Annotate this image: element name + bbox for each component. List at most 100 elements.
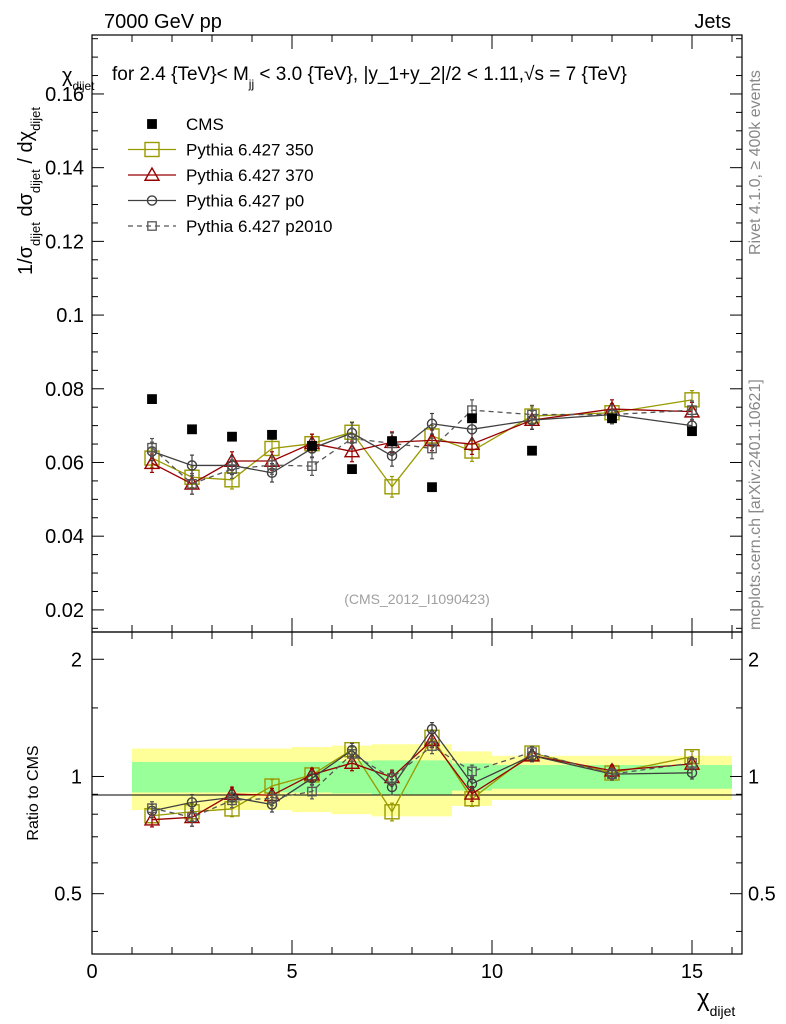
x-axis-symbol: χ xyxy=(697,985,710,1012)
x-axis-label: χdijet xyxy=(697,985,735,1019)
main-point xyxy=(466,424,478,435)
ratio-band-inner xyxy=(172,761,212,793)
main-point xyxy=(426,418,438,430)
cms-data-point xyxy=(307,440,317,451)
ylabel-part-1: 1/σ xyxy=(15,245,37,275)
ratio-point xyxy=(347,749,357,759)
main-series-group xyxy=(143,390,701,498)
ratio-line xyxy=(151,728,693,812)
main-point xyxy=(343,443,361,458)
legend-marker xyxy=(147,221,157,231)
legend-label: Pythia 6.427 350 xyxy=(186,141,314,160)
main-point xyxy=(527,409,537,420)
legend-label: Pythia 6.427 p2010 xyxy=(186,217,333,236)
main-y-tick-label: 0.06 xyxy=(45,452,84,474)
main-point xyxy=(384,479,400,495)
chi-corner-symbol: χ xyxy=(62,65,73,87)
main-line xyxy=(151,413,693,474)
ratio-point xyxy=(306,773,318,784)
chi-corner-subscript: dijet xyxy=(73,79,96,93)
cms-data-point xyxy=(147,394,157,404)
x-tick-label: 10 xyxy=(481,961,503,983)
ratio-y-axis-label: Ratio to CMS xyxy=(25,745,42,840)
x-tick-label: 15 xyxy=(681,961,703,983)
plot-title: for 2.4 {TeV}< Mjj < 3.0 {TeV}, |y_1+y_2… xyxy=(112,64,627,91)
collision-title: 7000 GeV pp xyxy=(104,11,222,33)
legend-marker xyxy=(146,195,158,206)
ratio-y-tick-label: 2 xyxy=(71,649,82,671)
ratio-point xyxy=(343,754,361,770)
ylabel-sub-1: dijet xyxy=(28,222,43,246)
main-point xyxy=(427,443,437,454)
plot-title-cuts: < 3.0 {TeV}, |y_1+y_2|/2 < 1.11, xyxy=(254,64,524,85)
legend-label-cms: CMS xyxy=(186,115,224,134)
ratio-y-tick-label: 0.5 xyxy=(54,884,82,906)
ylabel-part-3: / dχ xyxy=(15,130,37,169)
ratio-point xyxy=(187,812,197,823)
ylabel-part-2: dσ xyxy=(15,192,37,222)
rivet-version-label: Rivet 4.1.0, ≥ 400k events xyxy=(747,70,764,255)
main-point xyxy=(143,454,161,470)
ratio-point xyxy=(427,741,437,751)
ratio-y-tick-label-right: 1 xyxy=(748,766,759,788)
legend: CMS Pythia 6.427 350 Pythia 6.427 370 Pythi… xyxy=(128,115,333,236)
analysis-watermark: (CMS_2012_I1090423) xyxy=(344,591,490,607)
legend-label: Pythia 6.427 p0 xyxy=(186,192,304,211)
ratio-band-inner xyxy=(412,760,452,795)
chi-corner-label: χdijet xyxy=(62,65,95,93)
ratio-series-group xyxy=(143,722,701,828)
plot-title-energy: √s = 7 {TeV} xyxy=(524,64,627,85)
main-point xyxy=(463,435,481,451)
main-point xyxy=(687,405,697,416)
legend-marker-cms xyxy=(147,119,157,129)
ratio-point xyxy=(307,786,317,797)
legend-label: Pythia 6.427 370 xyxy=(186,166,314,185)
legend-marker xyxy=(144,141,160,158)
cms-data-point xyxy=(687,426,697,437)
ratio-point xyxy=(267,793,277,804)
main-point xyxy=(147,442,157,453)
cms-data-point xyxy=(527,445,537,456)
x-tick-label: 0 xyxy=(86,961,97,983)
x-axis-subscript: dijet xyxy=(710,1003,736,1019)
ratio-y-tick-label: 1 xyxy=(71,766,82,788)
cms-data-point xyxy=(467,413,477,424)
mcplots-label: mcplots.cern.ch [arXiv:2401.10621] xyxy=(747,379,764,630)
cms-data-points xyxy=(147,394,697,493)
main-series xyxy=(147,399,697,495)
legend-marker xyxy=(143,166,161,181)
cms-data-point xyxy=(227,431,237,442)
ratio-point xyxy=(227,795,237,806)
main-y-tick-label: 0.12 xyxy=(45,231,84,253)
main-point xyxy=(267,460,277,470)
plot-title-main: for 2.4 {TeV}< M xyxy=(112,64,249,85)
jets-label: Jets xyxy=(694,11,731,33)
x-tick-label: 5 xyxy=(286,961,297,983)
cms-data-point xyxy=(387,436,397,447)
ratio-point xyxy=(387,773,397,783)
main-y-tick-label: 0.1 xyxy=(56,305,84,327)
ratio-point xyxy=(463,785,481,800)
ratio-point xyxy=(607,769,617,779)
ratio-y-tick-label-right: 0.5 xyxy=(748,884,776,906)
main-y-tick-label: 0.08 xyxy=(45,379,84,401)
ratio-point xyxy=(143,811,161,826)
ratio-point xyxy=(426,723,438,735)
ylabel-sub-2: dijet xyxy=(28,169,43,193)
ratio-point xyxy=(466,778,478,789)
cms-data-point xyxy=(187,424,197,435)
ratio-band-inner xyxy=(132,761,172,793)
main-point xyxy=(347,433,357,444)
main-y-axis: 0.02 0.04 0.06 0.08 0.1 0.12 0.14 0.16 xyxy=(45,38,742,629)
ratio-point xyxy=(527,747,537,757)
ratio-plot-frame xyxy=(91,631,743,955)
ratio-point xyxy=(687,758,697,768)
ratio-y-tick-label-right: 2 xyxy=(748,649,759,671)
ratio-uncertainty-bands xyxy=(132,744,732,817)
plot-title-subscript: jj xyxy=(248,77,254,91)
ratio-point xyxy=(147,803,157,814)
main-y-tick-label: 0.14 xyxy=(45,158,84,180)
ratio-line xyxy=(151,745,693,818)
ratio-point xyxy=(467,766,477,777)
